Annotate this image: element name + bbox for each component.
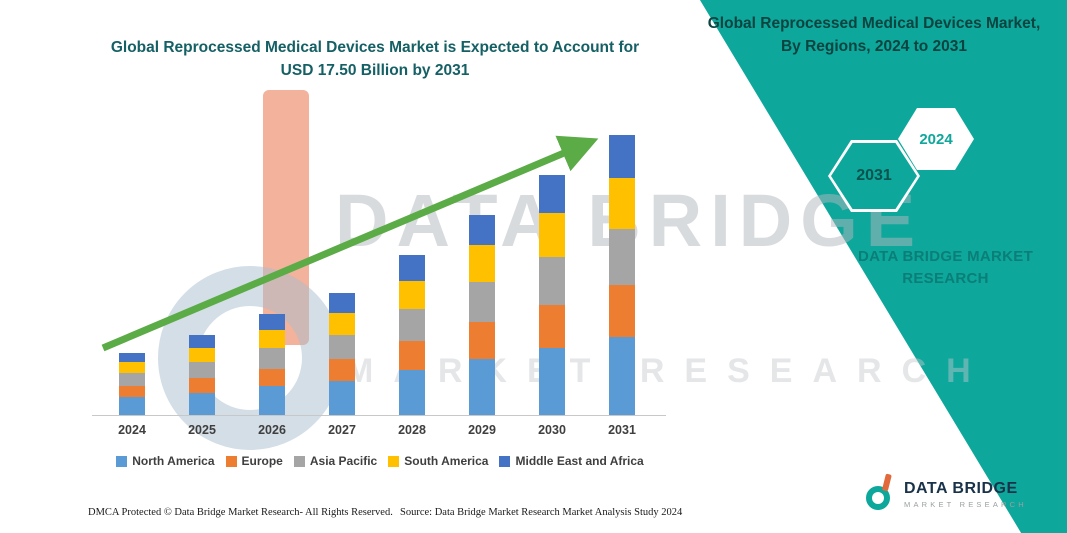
- bar-segment-europe: [189, 378, 215, 393]
- legend-label: Europe: [241, 454, 283, 468]
- bar-segment-europe: [609, 285, 635, 337]
- x-axis-label-2026: 2026: [258, 423, 286, 437]
- legend-item-north-america: North America: [116, 454, 215, 468]
- x-axis-label-2030: 2030: [538, 423, 566, 437]
- stacked-bar-2030: [539, 175, 565, 415]
- hexagon-year-label: 2031: [856, 167, 892, 184]
- bar-segment-asia-pacific: [189, 362, 215, 379]
- bar-segment-middle-east-and-africa: [119, 352, 145, 363]
- bar-segment-europe: [469, 322, 495, 359]
- legend-label: Middle East and Africa: [515, 454, 644, 468]
- x-axis-line: [92, 415, 666, 416]
- bar-segment-north-america: [539, 347, 565, 415]
- logo-name: DATA BRIDGE: [904, 480, 1018, 497]
- bar-segment-asia-pacific: [399, 309, 425, 342]
- bar-segment-south-america: [329, 312, 355, 336]
- bar-segment-asia-pacific: [119, 373, 145, 387]
- bar-segment-north-america: [399, 370, 425, 415]
- bar-segment-north-america: [189, 392, 215, 415]
- bar-segment-asia-pacific: [259, 347, 285, 369]
- x-axis-label-2031: 2031: [608, 423, 636, 437]
- bar-segment-middle-east-and-africa: [259, 314, 285, 331]
- x-axis-label-2024: 2024: [118, 423, 146, 437]
- stacked-bar-2027: [329, 293, 355, 415]
- trend-arrow: [95, 122, 625, 372]
- bar-segment-south-america: [119, 362, 145, 374]
- band-brand-text: DATA BRIDGE MARKET RESEARCH: [857, 248, 1034, 287]
- hexagon-badge-2024: 2024: [898, 108, 974, 170]
- legend-label: Asia Pacific: [309, 454, 378, 468]
- legend-swatch: [388, 455, 400, 467]
- databridge-logo-icon: [862, 472, 896, 517]
- hexagon-fill: [901, 111, 971, 167]
- stacked-bar-2024: [119, 352, 145, 415]
- bar-segment-asia-pacific: [539, 256, 565, 305]
- legend-swatch: [225, 455, 237, 467]
- chart-legend: North America Europe Asia Pacific South Ame…: [80, 454, 680, 468]
- bar-segment-north-america: [469, 359, 495, 415]
- bar-segment-asia-pacific: [469, 282, 495, 323]
- hexagon-badge-2031: 2031: [828, 140, 920, 212]
- bar-segment-middle-east-and-africa: [329, 293, 355, 313]
- databridge-logo: DATA BRIDGE MARKET RESEARCH: [862, 472, 1027, 517]
- bar-segment-north-america: [119, 397, 145, 415]
- legend-label: North America: [132, 454, 215, 468]
- x-axis-label-2025: 2025: [188, 423, 216, 437]
- right-panel-title: Global Reprocessed Medical Devices Marke…: [707, 15, 1041, 56]
- bar-segment-south-america: [259, 330, 285, 348]
- bar-segment-south-america: [399, 280, 425, 310]
- watermark-text-marketresearch: MARKET RESEARCH: [345, 352, 991, 390]
- bar-segment-asia-pacific: [609, 229, 635, 286]
- logo-tagline: MARKET RESEARCH: [904, 500, 1027, 509]
- bar-segment-south-america: [539, 213, 565, 257]
- bar-segment-europe: [399, 341, 425, 371]
- legend-swatch: [499, 455, 511, 467]
- legend-item-asia-pacific: Asia Pacific: [293, 454, 378, 468]
- bar-segment-middle-east-and-africa: [399, 255, 425, 281]
- bar-segment-south-america: [469, 245, 495, 283]
- hexagon-year-label: 2024: [919, 130, 953, 148]
- legend-item-europe: Europe: [225, 454, 283, 468]
- chart-title: Global Reprocessed Medical Devices Marke…: [110, 39, 640, 80]
- bar-segment-europe: [329, 359, 355, 382]
- bar-segment-south-america: [189, 347, 215, 363]
- stacked-bar-2031: [609, 135, 635, 415]
- stacked-bar-2029: [469, 215, 495, 415]
- bar-segment-middle-east-and-africa: [609, 135, 635, 179]
- bar-segment-europe: [539, 304, 565, 348]
- legend-swatch: [293, 455, 305, 467]
- bar-segment-asia-pacific: [329, 335, 355, 360]
- legend-item-middle-east-and-africa: Middle East and Africa: [499, 454, 644, 468]
- x-axis-label-2029: 2029: [468, 423, 496, 437]
- bar-segment-middle-east-and-africa: [469, 215, 495, 246]
- legend-item-south-america: South America: [388, 454, 488, 468]
- bar-segment-middle-east-and-africa: [539, 175, 565, 214]
- bar-segment-north-america: [609, 336, 635, 415]
- x-axis-label-2027: 2027: [328, 423, 356, 437]
- bar-segment-middle-east-and-africa: [189, 335, 215, 348]
- stacked-bar-2028: [399, 255, 425, 415]
- bar-segment-north-america: [259, 386, 285, 415]
- dmca-notice: DMCA Protected © Data Bridge Market Rese…: [88, 507, 393, 518]
- x-axis-label-2028: 2028: [398, 423, 426, 437]
- stacked-bar-2025: [189, 335, 215, 415]
- legend-swatch: [116, 455, 128, 467]
- bar-segment-south-america: [609, 178, 635, 230]
- bar-segment-europe: [119, 386, 145, 398]
- legend-label: South America: [404, 454, 489, 468]
- bar-segment-north-america: [329, 381, 355, 415]
- bar-segment-europe: [259, 368, 285, 387]
- stacked-bar-2026: [259, 314, 285, 415]
- source-note: Source: Data Bridge Market Research Mark…: [400, 507, 683, 518]
